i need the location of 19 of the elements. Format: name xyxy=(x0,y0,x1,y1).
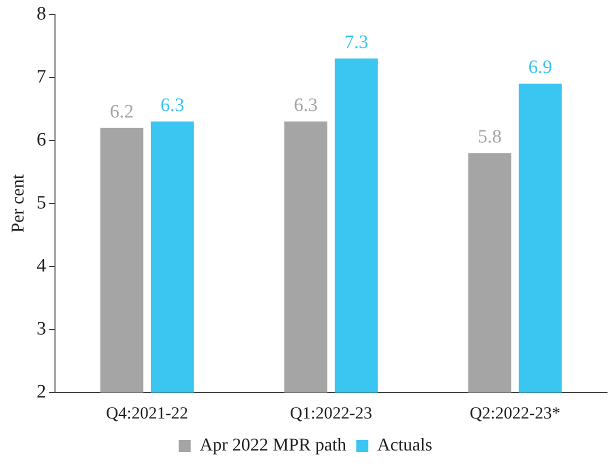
data-label: 6.3 xyxy=(160,95,184,116)
y-tick-label: 8 xyxy=(36,3,46,24)
data-label: 6.9 xyxy=(528,57,552,78)
data-label: 6.2 xyxy=(110,101,134,122)
y-tick-label: 7 xyxy=(36,66,46,88)
x-tick-label: Q4:2021-22 xyxy=(106,403,188,422)
data-label: 7.3 xyxy=(344,32,368,54)
data-label: 5.8 xyxy=(478,126,502,148)
y-tick-label: 3 xyxy=(36,318,46,340)
y-tick-label: 5 xyxy=(36,192,46,214)
x-tick-label: Q2:2022-23* xyxy=(470,403,560,422)
legend-label: Actuals xyxy=(377,434,432,455)
legend-label: Apr 2022 MPR path xyxy=(200,434,346,455)
y-tick-label: 2 xyxy=(36,382,46,403)
data-label: 6.3 xyxy=(294,95,318,116)
y-tick-label: 6 xyxy=(36,129,46,150)
y-tick-label: 4 xyxy=(36,256,47,277)
x-tick-label: Q1:2022-23 xyxy=(290,403,372,422)
y-axis-title: Per cent xyxy=(8,174,28,233)
